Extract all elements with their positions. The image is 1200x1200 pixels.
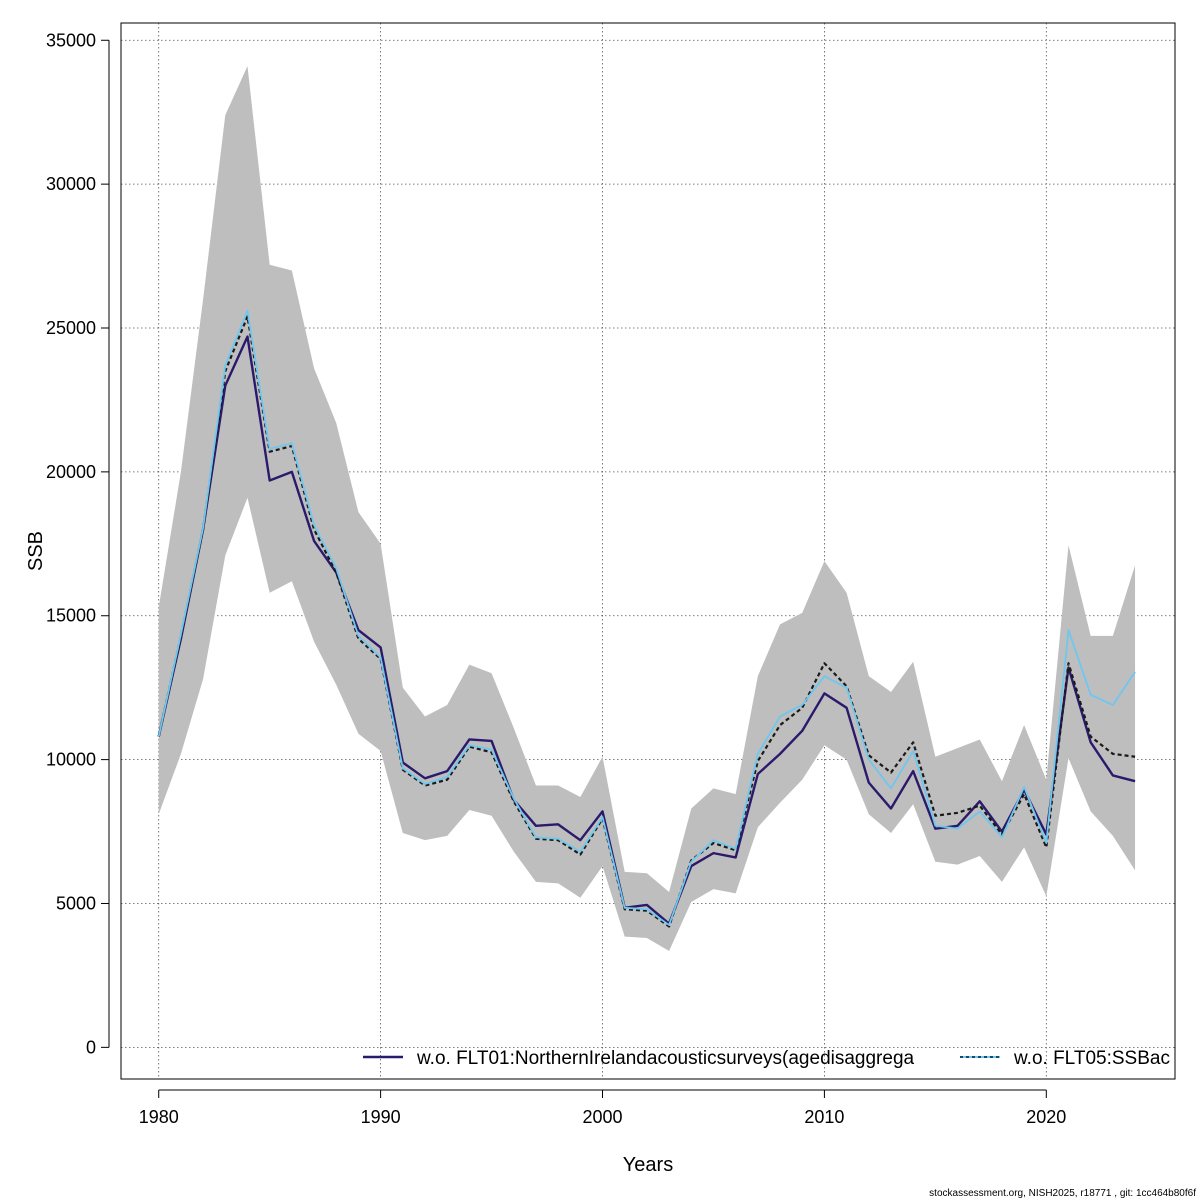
- y-tick-label-25000: 25000: [46, 318, 96, 338]
- confidence-band: [158, 66, 1136, 951]
- y-tick-label-5000: 5000: [56, 893, 96, 913]
- y-tick-label-10000: 10000: [46, 750, 96, 770]
- footer-credit: stockassessment.org, NISH2025, r18771 , …: [929, 1188, 1196, 1199]
- y-tick-label-15000: 15000: [46, 606, 96, 626]
- plot-frame: [120, 22, 1176, 1080]
- axes: 1980 1990 2000 2010 2020 0 5000 10000 15000 20000…: [46, 30, 1066, 1127]
- x-tick-label-1990: 1990: [361, 1107, 401, 1127]
- y-axis-title: SSB: [25, 531, 47, 571]
- x-axis-title: Years: [623, 1154, 673, 1176]
- legend: w.o. FLT01:NorthernIrelandacousticsurvey…: [363, 1048, 1170, 1069]
- legend-label-flt01: w.o. FLT01:NorthernIrelandacousticsurvey…: [416, 1048, 915, 1069]
- y-tick-label-35000: 35000: [46, 30, 96, 50]
- y-tick-label-30000: 30000: [46, 174, 96, 194]
- y-tick-label-20000: 20000: [46, 462, 96, 482]
- series-line-1: [157, 315, 1136, 928]
- x-tick-label-2020: 2020: [1026, 1107, 1066, 1127]
- confidence-band-layer: [158, 66, 1136, 951]
- legend-label-flt05: w.o. FLT05:SSBac: [1013, 1048, 1170, 1069]
- series-layer: [157, 309, 1136, 928]
- x-tick-label-1980: 1980: [139, 1107, 179, 1127]
- x-tick-label-2010: 2010: [804, 1107, 844, 1127]
- series-line-2: [157, 309, 1136, 926]
- y-tick-label-0: 0: [86, 1037, 96, 1057]
- series-line-0: [157, 335, 1136, 925]
- x-tick-label-2000: 2000: [582, 1107, 622, 1127]
